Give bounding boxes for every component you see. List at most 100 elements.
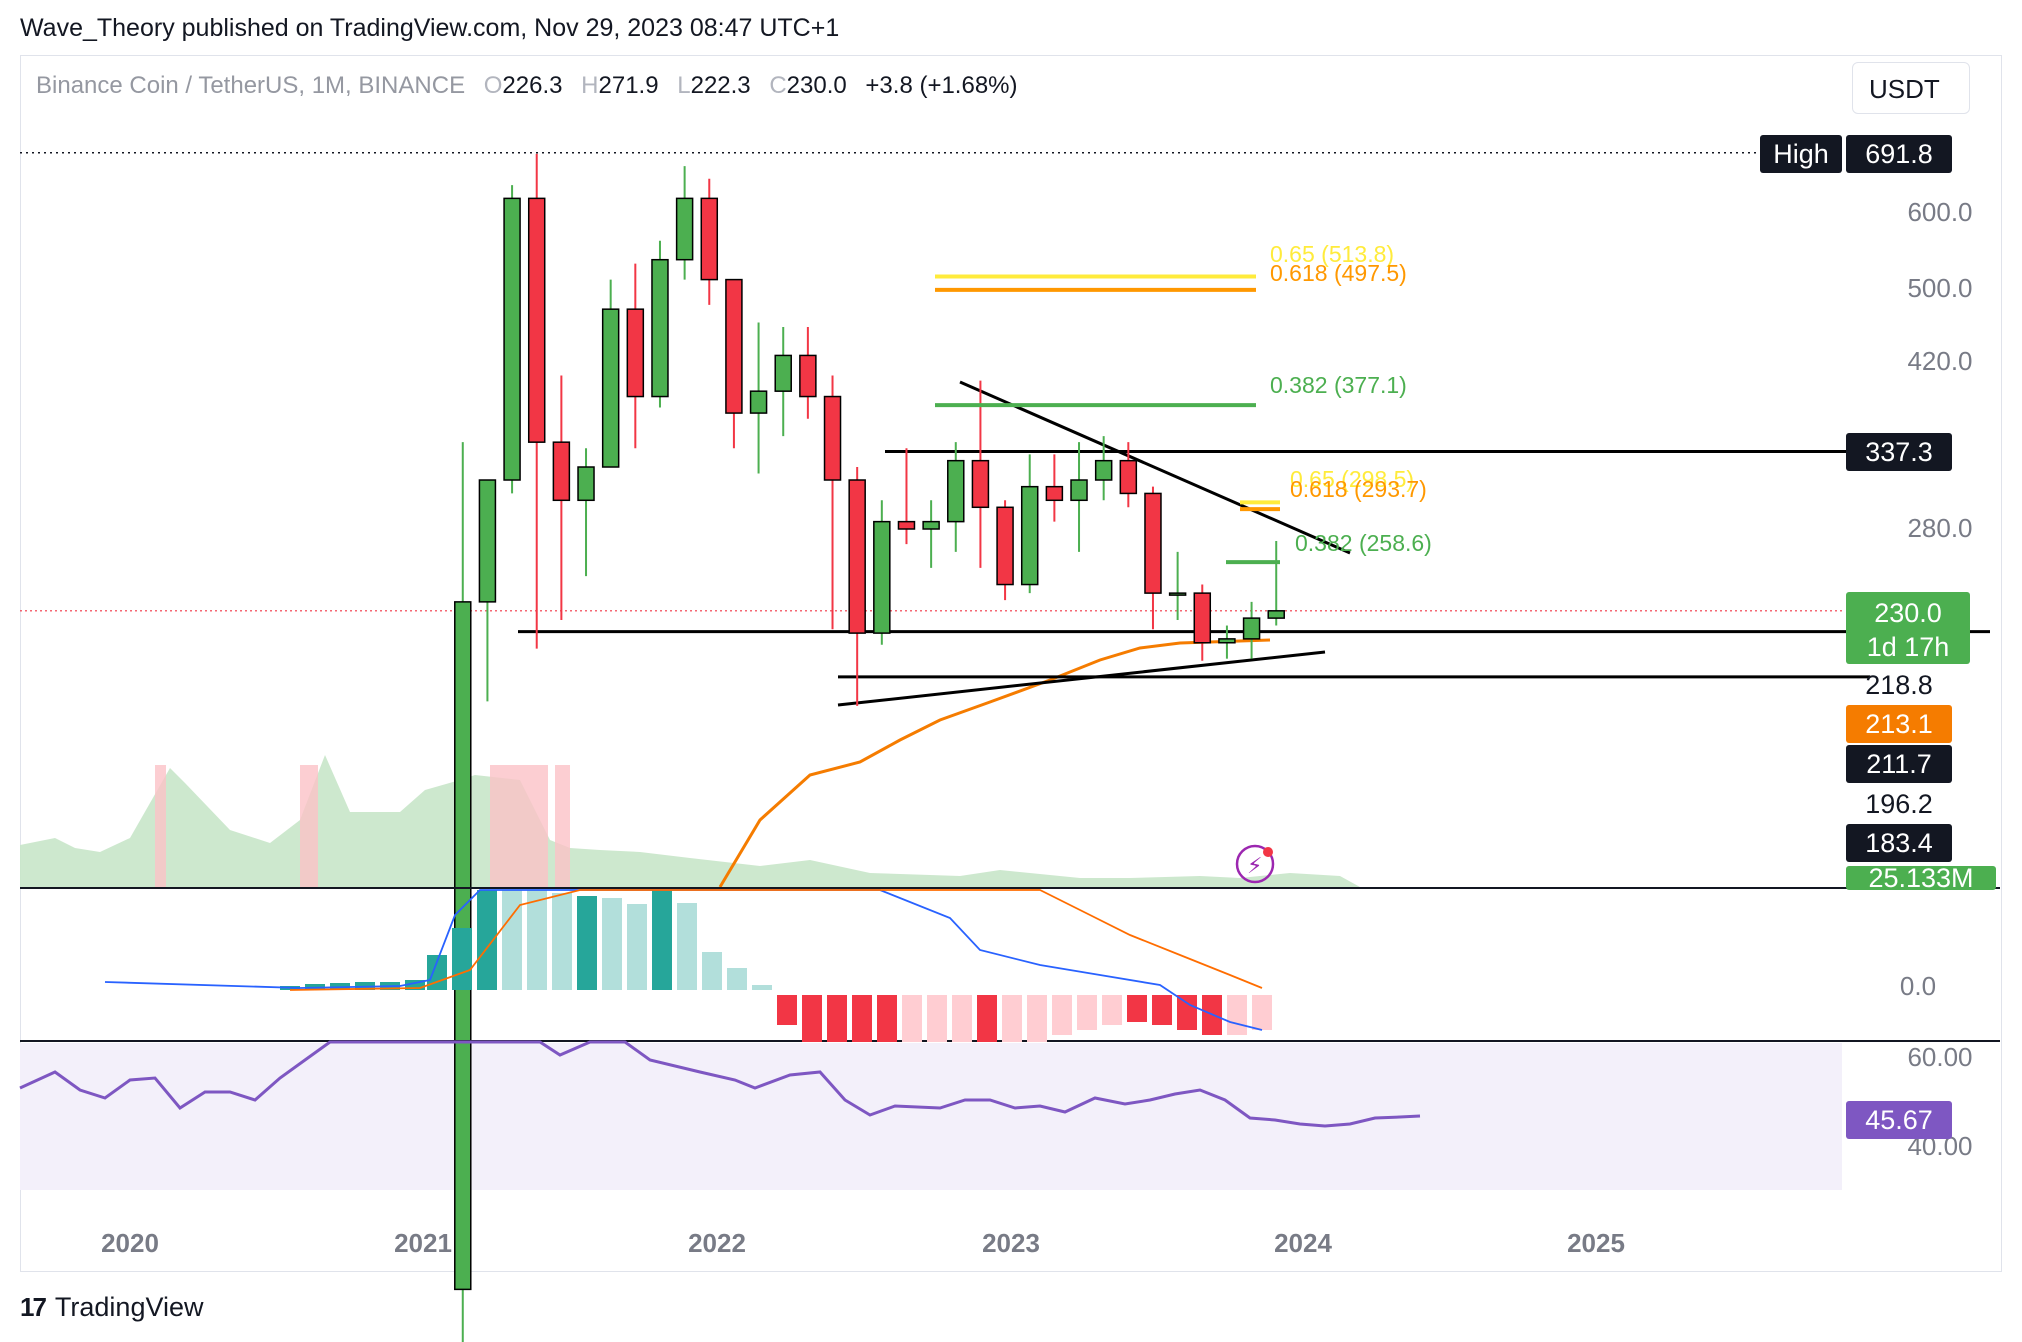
macd-signal-line (289, 889, 1263, 991)
candle (1045, 454, 1064, 522)
macd-histogram-bar (777, 995, 797, 1025)
macd-histogram-bar (702, 952, 722, 990)
macd-histogram-bar (552, 893, 572, 990)
candle (922, 500, 940, 568)
candle (1119, 442, 1138, 508)
x-axis-tick-label: 2025 (1567, 1228, 1625, 1258)
macd-histogram-bar (1177, 995, 1197, 1030)
candle-body (601, 308, 620, 468)
tradingview-logo-icon: 17 (20, 1292, 47, 1322)
volume-bar-down (300, 765, 318, 887)
footer-brand[interactable]: TradingView (54, 1292, 204, 1322)
macd-histogram-bar (577, 896, 597, 990)
volume-value-label-box (1846, 866, 1996, 890)
candle-body (1020, 485, 1039, 586)
symbol-title[interactable]: Binance Coin / TetherUS, 1M, BINANCE (36, 72, 466, 99)
candle (577, 448, 595, 577)
lower-trend-label: 183.4 (1846, 824, 1952, 862)
candle (1020, 454, 1039, 594)
candle (1144, 486, 1162, 630)
candle-body (897, 520, 916, 530)
candle (700, 178, 719, 305)
high-value: 271.9 (598, 72, 659, 99)
macd-histogram-bar (1027, 995, 1047, 1042)
ascending-trendline (837, 650, 1326, 707)
macd-histogram-bar (1002, 995, 1022, 1042)
candle-body (527, 197, 546, 443)
macd-histogram-bar (452, 928, 472, 990)
candle-body (725, 278, 743, 414)
candle-body (700, 197, 719, 281)
y-axis-tick-label: 500.0 (1907, 273, 1972, 303)
candle-body (1267, 610, 1285, 619)
candle (1242, 601, 1261, 659)
y-axis-tick-label: 280.0 (1907, 513, 1972, 543)
x-axis-tick-label: 2021 (394, 1228, 452, 1258)
candle (552, 375, 571, 620)
candle (454, 442, 472, 1342)
x-axis-tick-label: 2022 (688, 1228, 746, 1258)
low-value: 222.3 (690, 72, 751, 99)
macd-histogram-bar (1102, 995, 1122, 1025)
macd-histogram-bar (527, 890, 547, 990)
candle-body (1144, 492, 1162, 594)
high-value-label-text: 691.8 (1865, 139, 1933, 169)
candle-body (1119, 459, 1138, 495)
candle (527, 153, 546, 649)
lower-support-label: 196.2 (1865, 789, 1933, 819)
x-axis-tick-label: 2023 (982, 1228, 1040, 1258)
macd-histogram-bar (952, 995, 972, 1042)
close-label: C (769, 72, 787, 99)
candle (971, 380, 990, 568)
candle (848, 467, 866, 706)
candle (1193, 584, 1212, 661)
macd-histogram-bar (877, 995, 897, 1042)
candle (749, 322, 768, 474)
fib-level-label: 0.65 (298.5) (1290, 466, 1414, 492)
volume-value-label-text: 25.133M (1868, 863, 1973, 893)
currency-button[interactable]: USDT (1852, 62, 1970, 114)
candle-body (1045, 485, 1064, 502)
macd-histogram-bar (677, 903, 697, 990)
lower-support-label-text: 196.2 (1865, 789, 1933, 819)
candle (897, 448, 916, 545)
candle-body (774, 354, 792, 392)
current-price-label: 230.0 1d 17h (1846, 592, 1970, 664)
candle (823, 375, 842, 630)
change-value: +3.8 (+1.68%) (865, 72, 1018, 99)
candle-body (922, 520, 940, 530)
trendline-value-label-text: 211.7 (1866, 749, 1932, 779)
candle-body (873, 520, 891, 634)
macd-histogram-bar (1252, 995, 1272, 1030)
candle (725, 278, 743, 449)
macd-histogram-bar (802, 995, 822, 1042)
macd-histogram-bar (927, 995, 947, 1042)
macd-histogram-bar (602, 898, 622, 990)
macd-line (104, 889, 1263, 1031)
lower-trend-label-text: 183.4 (1865, 828, 1933, 858)
symbol-legend: Binance Coin / TetherUS, 1M, BINANCE O 22… (36, 72, 1018, 100)
high-label-box (1760, 135, 1842, 173)
candle-body (1242, 617, 1261, 640)
trendline-value-label: 211.7 (1846, 745, 1952, 783)
candle-body (577, 466, 595, 502)
publisher-credit: Wave_Theory published on TradingView.com… (20, 14, 840, 42)
trendline-value-label-box (1846, 745, 1952, 783)
macd-histogram-bar (977, 995, 997, 1042)
candle (1267, 541, 1285, 626)
candle-body (1193, 592, 1212, 644)
open-label: O (483, 72, 503, 99)
candle-body (675, 197, 694, 261)
resistance-value-label-text: 337.3 (1865, 437, 1933, 467)
candle-body (503, 197, 521, 481)
macd-histogram-bar (502, 890, 522, 990)
rsi-value-label-box (1846, 1101, 1952, 1139)
footer: 17 TradingView (20, 1292, 204, 1323)
moving-average-line (718, 638, 1271, 888)
fib-level-label: 0.618 (293.7) (1290, 476, 1427, 502)
high-price-label: High (1760, 135, 1842, 173)
fib-level-label: 0.382 (377.1) (1270, 372, 1407, 398)
candle (774, 327, 792, 437)
high-value-label: 691.8 (1846, 135, 1952, 173)
